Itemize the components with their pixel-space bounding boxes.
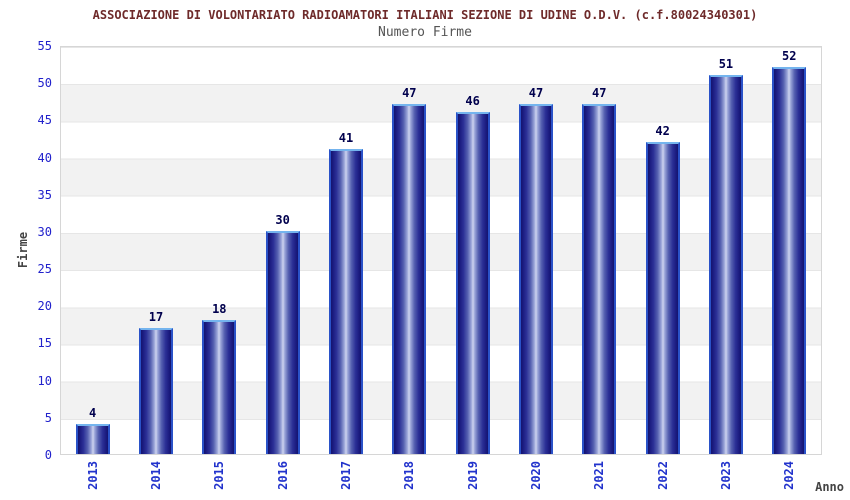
y-tick-label: 0 <box>44 448 52 462</box>
x-tick-label: 2015 <box>212 461 227 490</box>
x-tick-label: 2024 <box>782 461 797 490</box>
bar-value-label: 47 <box>592 86 607 100</box>
bar-value-label: 18 <box>212 302 227 316</box>
y-tick-label: 15 <box>37 336 52 351</box>
x-axis-title: Anno <box>815 480 844 494</box>
bar-2018 <box>392 104 427 454</box>
bar-2017 <box>328 149 363 454</box>
x-tick-label: 2018 <box>402 461 417 490</box>
bar-2020 <box>518 104 553 454</box>
bar-value-label: 47 <box>402 86 417 100</box>
bar-2021 <box>582 104 617 454</box>
bar-slot-2013: 4 2013 <box>61 47 124 490</box>
bar-slot-2014: 17 2014 <box>124 47 187 490</box>
bar-2016 <box>265 231 300 454</box>
bar-2023 <box>708 75 743 454</box>
bar-value-label: 46 <box>465 94 480 108</box>
y-tick-label: 50 <box>37 76 52 91</box>
y-tick-label: 25 <box>37 262 52 277</box>
bar-value-label: 52 <box>782 49 797 63</box>
bar-slot-2015: 18 2015 <box>188 47 251 490</box>
y-tick-label: 55 <box>37 39 52 53</box>
x-tick-label: 2019 <box>465 461 480 490</box>
bar-slot-2024: 52 2024 <box>758 47 821 490</box>
y-tick-label: 45 <box>37 113 52 128</box>
bar-value-label: 17 <box>148 310 164 324</box>
bar-slot-2017: 41 2017 <box>314 47 377 490</box>
x-tick-label: 2020 <box>528 461 543 490</box>
y-tick-label: 30 <box>37 224 52 239</box>
y-tick-label: 5 <box>44 410 52 425</box>
bar-slot-2021: 47 2021 <box>568 47 631 490</box>
bar-value-label: 42 <box>655 124 670 138</box>
bar-2024 <box>772 67 807 454</box>
y-tick-label: 10 <box>37 373 52 388</box>
bar-2019 <box>455 112 490 454</box>
y-tick-label: 35 <box>37 187 52 202</box>
x-tick-label: 2017 <box>338 461 353 490</box>
bar-value-label: 30 <box>275 213 290 227</box>
chart-subtitle: Numero Firme <box>378 25 472 40</box>
x-tick-label: 2021 <box>592 461 607 490</box>
y-tick-label: 40 <box>37 150 52 165</box>
plot-area: 4 2013 17 2014 18 2015 30 2016 41 2017 47 2018 46 201… <box>60 46 822 490</box>
bar-value-label: 47 <box>528 86 544 100</box>
bar-slot-2022: 42 2022 <box>631 47 694 490</box>
bar-2015 <box>202 320 237 454</box>
x-tick-label: 2022 <box>655 461 670 490</box>
chart-title: ASSOCIAZIONE DI VOLONTARIATO RADIOAMATOR… <box>92 8 758 22</box>
x-tick-label: 2016 <box>275 461 290 490</box>
bar-value-label: 41 <box>338 131 354 145</box>
bar-slot-2020: 47 2020 <box>504 47 567 490</box>
x-tick-label: 2013 <box>85 461 100 490</box>
x-tick-label: 2023 <box>718 461 733 490</box>
bar-slot-2019: 46 2019 <box>441 47 504 490</box>
bars-row: 4 2013 17 2014 18 2015 30 2016 41 2017 47 2018 46 201… <box>61 47 821 490</box>
bar-slot-2018: 47 2018 <box>378 47 441 490</box>
x-tick-label: 2014 <box>148 461 163 490</box>
bar-value-label: 51 <box>718 57 734 71</box>
bar-value-label: 4 <box>89 406 97 420</box>
y-tick-label: 20 <box>37 299 52 314</box>
bar-2022 <box>645 142 680 454</box>
bar-slot-2016: 30 2016 <box>251 47 314 490</box>
bar-2013 <box>75 424 110 454</box>
bar-slot-2023: 51 2023 <box>694 47 757 490</box>
bar-2014 <box>138 328 173 454</box>
